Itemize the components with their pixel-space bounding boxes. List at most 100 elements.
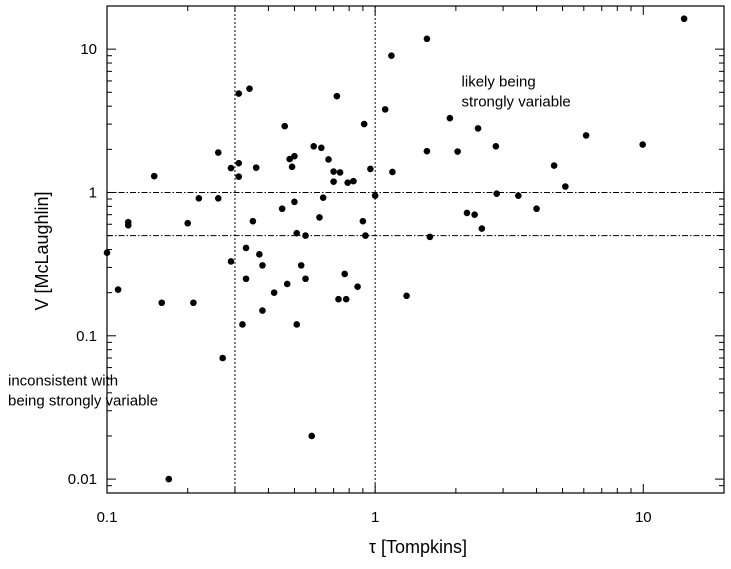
data-point [227, 164, 235, 172]
data-point [389, 168, 396, 176]
data-point [283, 280, 291, 288]
data-point [214, 195, 222, 202]
data-point [381, 106, 389, 113]
data-point [219, 354, 226, 362]
data-point [158, 299, 166, 307]
x-tick-labels: 0.1 1 10 [97, 509, 652, 526]
x-tick-label: 0.1 [97, 509, 118, 526]
data-point [239, 321, 246, 328]
y-tick-label: 0.1 [76, 328, 97, 345]
plot-frame [106, 5, 725, 494]
data-point [336, 169, 344, 176]
data-point [242, 244, 250, 252]
data-point [278, 205, 286, 213]
data-point [246, 85, 253, 92]
data-point [259, 262, 266, 269]
data-point [302, 232, 309, 239]
data-point [270, 289, 278, 296]
y-tick-label: 0.01 [68, 471, 97, 488]
data-point [333, 92, 341, 100]
data-point [252, 164, 260, 171]
data-point [184, 219, 192, 227]
data-point [297, 262, 305, 269]
data-point [302, 275, 309, 283]
data-point [308, 432, 316, 440]
data-point [190, 299, 197, 307]
data-point [463, 209, 471, 217]
data-point [310, 142, 317, 150]
data-point [350, 177, 357, 185]
data-point [235, 90, 243, 97]
data-point [330, 178, 337, 185]
annotation-line: likely being [462, 73, 536, 90]
data-point [235, 173, 243, 180]
data-point [403, 292, 410, 300]
annotation: likely being strongly variable [462, 73, 571, 110]
annotations: likely being strongly variable inconsisten… [8, 73, 571, 409]
data-point [533, 205, 540, 213]
data-point [235, 159, 243, 167]
data-point [281, 122, 289, 130]
data-point [291, 152, 298, 160]
x-tick-label: 1 [371, 509, 379, 526]
data-point [288, 163, 296, 171]
data-point [426, 233, 434, 241]
data-point [195, 195, 203, 202]
data-point [344, 179, 351, 186]
data-point [286, 155, 293, 163]
data-point [493, 190, 500, 198]
data-point [492, 142, 500, 150]
data-point [316, 214, 323, 221]
data-point [423, 147, 431, 155]
data-point [367, 165, 374, 173]
data-point [293, 321, 301, 328]
data-point [446, 114, 454, 122]
data-point [388, 52, 395, 60]
data-point [371, 192, 379, 199]
reference-lines [107, 6, 724, 493]
data-point [582, 132, 590, 139]
data-point [318, 144, 325, 152]
data-point [249, 217, 257, 225]
y-tick-label: 1 [89, 184, 97, 201]
data-point [550, 162, 558, 169]
data-point [124, 222, 132, 229]
data-point [325, 156, 332, 163]
y-tick-labels: 0.01 0.1 1 10 [68, 41, 97, 488]
data-point [474, 125, 482, 132]
data-point [330, 168, 337, 175]
y-tick-label: 10 [80, 41, 97, 58]
annotation-line: being strongly variable [8, 392, 158, 409]
data-points [103, 15, 688, 483]
data-point [471, 211, 478, 218]
annotation-line: inconsistent with [8, 372, 118, 389]
data-point [227, 258, 235, 265]
data-point [562, 183, 569, 190]
data-point [680, 15, 688, 23]
data-point [256, 251, 263, 258]
annotation: inconsistent with being strongly variable [8, 372, 158, 409]
data-point [639, 141, 646, 148]
data-point [341, 270, 349, 278]
data-point [478, 225, 486, 232]
y-axis-label: V [McLaughlin] [32, 191, 52, 310]
data-point [242, 275, 250, 283]
data-point [454, 148, 461, 155]
data-point [335, 295, 342, 303]
data-point [359, 217, 367, 225]
data-point [362, 232, 369, 239]
data-point [423, 35, 431, 43]
data-point [354, 283, 361, 291]
data-point [293, 229, 301, 237]
data-point [319, 194, 327, 201]
data-point [291, 198, 298, 206]
x-tick-label: 10 [635, 509, 652, 526]
data-point [150, 172, 158, 180]
data-point [259, 307, 266, 314]
data-point [214, 149, 222, 156]
data-point [360, 120, 368, 128]
axis-ticks [106, 5, 725, 494]
x-axis-label: τ [Tompkins] [369, 537, 467, 557]
data-point [515, 192, 522, 199]
